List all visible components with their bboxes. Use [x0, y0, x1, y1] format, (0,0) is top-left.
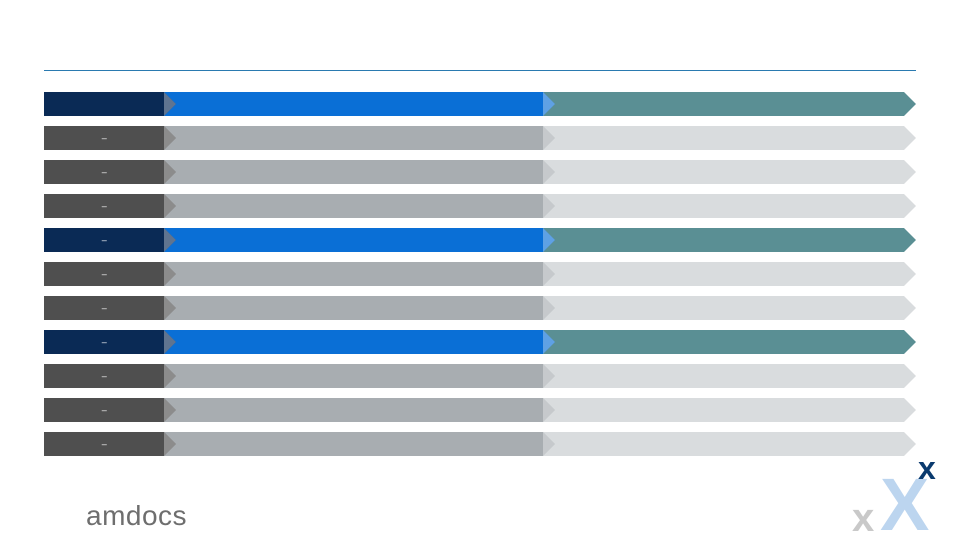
arrow-segment: – — [44, 432, 164, 456]
arrow-segment: – — [44, 160, 164, 184]
arrow-segment — [543, 432, 904, 456]
top-divider — [44, 70, 916, 71]
chevron-seam-icon — [164, 194, 176, 218]
chevron-seam-icon — [543, 364, 555, 388]
chevron-seam-icon — [543, 228, 555, 252]
arrow-segment — [543, 330, 904, 354]
arrow-segment — [164, 228, 542, 252]
arrow-row: – — [44, 228, 916, 252]
chevron-seam-icon — [543, 398, 555, 422]
arrow-row — [44, 92, 916, 116]
decorative-x-icon: x — [918, 452, 936, 484]
arrow-segment: – — [44, 330, 164, 354]
row-label: – — [102, 134, 107, 143]
arrow-segment — [164, 262, 542, 286]
arrow-segment — [164, 398, 542, 422]
arrow-segment — [164, 92, 542, 116]
row-label: – — [102, 202, 107, 211]
chevron-seam-icon — [543, 432, 555, 456]
arrow-segment — [543, 194, 904, 218]
arrow-segment — [164, 432, 542, 456]
arrow-segment: – — [44, 262, 164, 286]
arrow-segment — [164, 330, 542, 354]
arrow-segment — [164, 296, 542, 320]
arrow-segment: – — [44, 228, 164, 252]
arrow-segment — [543, 92, 904, 116]
row-label: – — [102, 372, 107, 381]
arrow-row: – — [44, 364, 916, 388]
chevron-seam-icon — [164, 92, 176, 116]
arrow-row: – — [44, 160, 916, 184]
chevron-seam-icon — [164, 330, 176, 354]
brand-logo-text: amdocs — [86, 500, 187, 532]
arrow-segment: – — [44, 296, 164, 320]
arrow-row: – — [44, 194, 916, 218]
chevron-seam-icon — [543, 126, 555, 150]
chevron-seam-icon — [543, 262, 555, 286]
row-label: – — [102, 406, 107, 415]
chevron-seam-icon — [543, 330, 555, 354]
row-label: – — [102, 440, 107, 449]
arrow-row: – — [44, 398, 916, 422]
chevron-seam-icon — [164, 398, 176, 422]
arrow-segment — [543, 364, 904, 388]
arrow-segment — [543, 160, 904, 184]
arrow-segment: – — [44, 194, 164, 218]
arrow-segment: – — [44, 126, 164, 150]
row-label: – — [102, 304, 107, 313]
chevron-seam-icon — [164, 126, 176, 150]
chevron-seam-icon — [164, 262, 176, 286]
chevron-seam-icon — [164, 228, 176, 252]
arrow-segment — [543, 262, 904, 286]
arrow-segment — [164, 160, 542, 184]
row-label: – — [102, 338, 107, 347]
arrow-segment — [44, 92, 164, 116]
chevron-seam-icon — [164, 432, 176, 456]
chevron-seam-icon — [164, 364, 176, 388]
arrow-segment — [543, 228, 904, 252]
arrow-segment — [164, 194, 542, 218]
slide: { "layout": { "width_px": 959, "height_p… — [0, 0, 959, 540]
arrow-segment — [543, 126, 904, 150]
chevron-seam-icon — [543, 160, 555, 184]
row-label: – — [102, 236, 107, 245]
chevron-seam-icon — [164, 160, 176, 184]
arrow-segment: – — [44, 398, 164, 422]
decorative-x-icon: x — [852, 498, 874, 538]
arrow-row: – — [44, 330, 916, 354]
arrow-segment — [164, 364, 542, 388]
arrow-segment — [543, 296, 904, 320]
arrow-segment: – — [44, 364, 164, 388]
arrow-segment — [164, 126, 542, 150]
arrow-row: – — [44, 432, 916, 456]
chevron-seam-icon — [543, 296, 555, 320]
row-label: – — [102, 270, 107, 279]
arrow-segment — [543, 398, 904, 422]
arrow-row: – — [44, 126, 916, 150]
chevron-seam-icon — [543, 194, 555, 218]
arrow-rows-container: – – – – – – – – – – — [44, 92, 916, 466]
chevron-seam-icon — [164, 296, 176, 320]
row-label: – — [102, 168, 107, 177]
arrow-row: – — [44, 262, 916, 286]
brand-label: amdocs — [86, 500, 187, 531]
arrow-row: – — [44, 296, 916, 320]
chevron-seam-icon — [543, 92, 555, 116]
